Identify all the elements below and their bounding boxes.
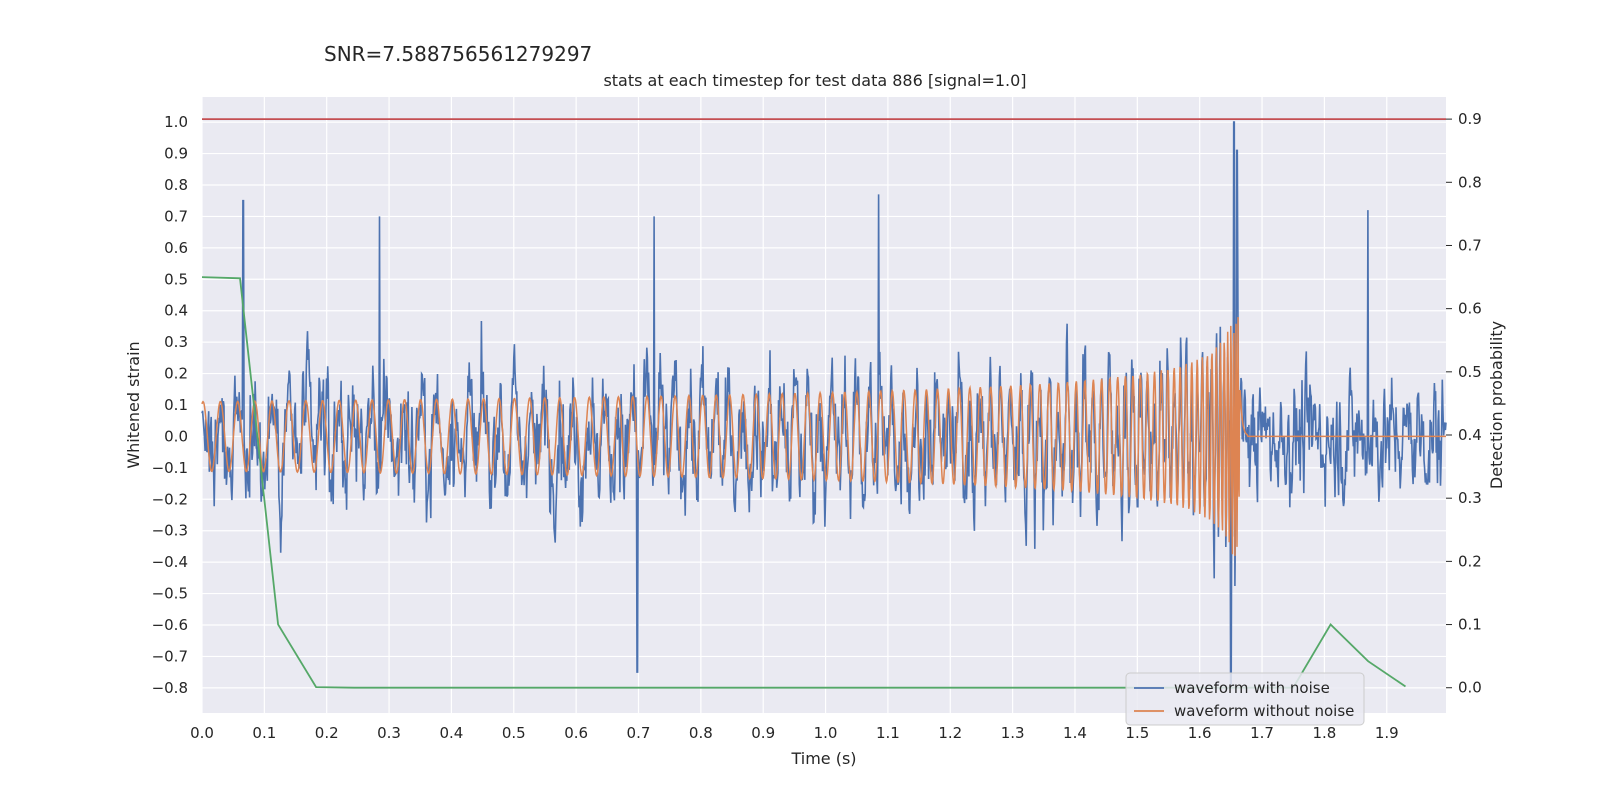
x-tick-label: 0.2 <box>315 724 339 742</box>
y-right-tick-label: 0.2 <box>1458 552 1482 570</box>
y-left-tick-label: 0.5 <box>164 270 188 288</box>
y-left-tick-label: 0.9 <box>164 145 188 163</box>
x-tick-label: 0.0 <box>190 724 214 742</box>
y-left-tick-label: −0.1 <box>152 459 188 477</box>
x-tick-label: 0.7 <box>627 724 651 742</box>
x-tick-label: 1.6 <box>1188 724 1212 742</box>
y-left-tick-label: 0.7 <box>164 207 188 225</box>
y-left-tick-label: 0.0 <box>164 427 188 445</box>
legend-label: waveform with noise <box>1174 679 1330 697</box>
y-right-tick-label: 0.9 <box>1458 110 1482 128</box>
y-right-tick-label: 0.5 <box>1458 363 1482 381</box>
y-left-tick-label: −0.6 <box>152 616 188 634</box>
y-right-tick-label: 0.6 <box>1458 300 1482 318</box>
y-left-tick-label: 0.3 <box>164 333 188 351</box>
y-left-tick-label: 0.4 <box>164 302 188 320</box>
y-left-tick-label: −0.2 <box>152 490 188 508</box>
x-tick-label: 1.9 <box>1375 724 1399 742</box>
y-right-tick-label: 0.7 <box>1458 236 1482 254</box>
x-tick-label: 1.4 <box>1063 724 1087 742</box>
y-left-tick-label: −0.5 <box>152 585 188 603</box>
y-left-tick-label: 0.6 <box>164 239 188 257</box>
y-left-tick-label: 1.0 <box>164 113 188 131</box>
x-axis-label: Time (s) <box>790 749 856 768</box>
y-left-tick-label: 0.2 <box>164 365 188 383</box>
series-waveform-without-noise <box>201 317 1446 556</box>
y-right-tick-label: 0.4 <box>1458 426 1482 444</box>
x-tick-label: 1.5 <box>1125 724 1149 742</box>
x-tick-label: 1.0 <box>814 724 838 742</box>
y-right-tick-label: 0.3 <box>1458 489 1482 507</box>
y-right-tick-label: 0.1 <box>1458 616 1482 634</box>
series-detection-probability <box>201 276 1407 689</box>
legend-box <box>1125 672 1365 726</box>
x-tick-label: 0.1 <box>252 724 276 742</box>
y-axis-right-label: Detection probability <box>1487 321 1506 489</box>
x-tick-label: 1.2 <box>938 724 962 742</box>
x-tick-label: 0.4 <box>439 724 463 742</box>
x-tick-label: 1.1 <box>876 724 900 742</box>
x-tick-label: 1.7 <box>1250 724 1274 742</box>
y-right-tick-label: 0.0 <box>1458 679 1482 697</box>
legend-label: waveform without noise <box>1174 702 1354 720</box>
y-left-tick-label: 0.8 <box>164 176 188 194</box>
snr-label: SNR=7.588756561279297 <box>324 42 593 66</box>
y-left-tick-label: −0.4 <box>152 553 188 571</box>
y-axis-left-label: Whitened strain <box>124 341 143 468</box>
y-left-tick-label: 0.1 <box>164 396 188 414</box>
tick-labels: 0.0 0.1 0.2 0.3 0.4 0.5 0.6 0.7 0.8 0.9 1.0 1.1 1.2 1… <box>152 110 1482 742</box>
x-tick-label: 0.3 <box>377 724 401 742</box>
x-tick-label: 0.6 <box>564 724 588 742</box>
legend: waveform with noise waveform without nois… <box>1125 672 1365 726</box>
series-layer <box>201 118 1447 689</box>
x-tick-label: 1.8 <box>1312 724 1336 742</box>
x-tick-label: 1.3 <box>1001 724 1025 742</box>
x-tick-label: 0.9 <box>751 724 775 742</box>
x-tick-label: 0.5 <box>502 724 526 742</box>
y-right-tick-label: 0.8 <box>1458 173 1482 191</box>
x-tick-label: 0.8 <box>689 724 713 742</box>
y-left-tick-label: −0.3 <box>152 522 188 540</box>
y-left-tick-label: −0.8 <box>152 679 188 697</box>
chart-title: stats at each timestep for test data 886… <box>603 71 1027 90</box>
y-left-tick-label: −0.7 <box>152 647 188 665</box>
